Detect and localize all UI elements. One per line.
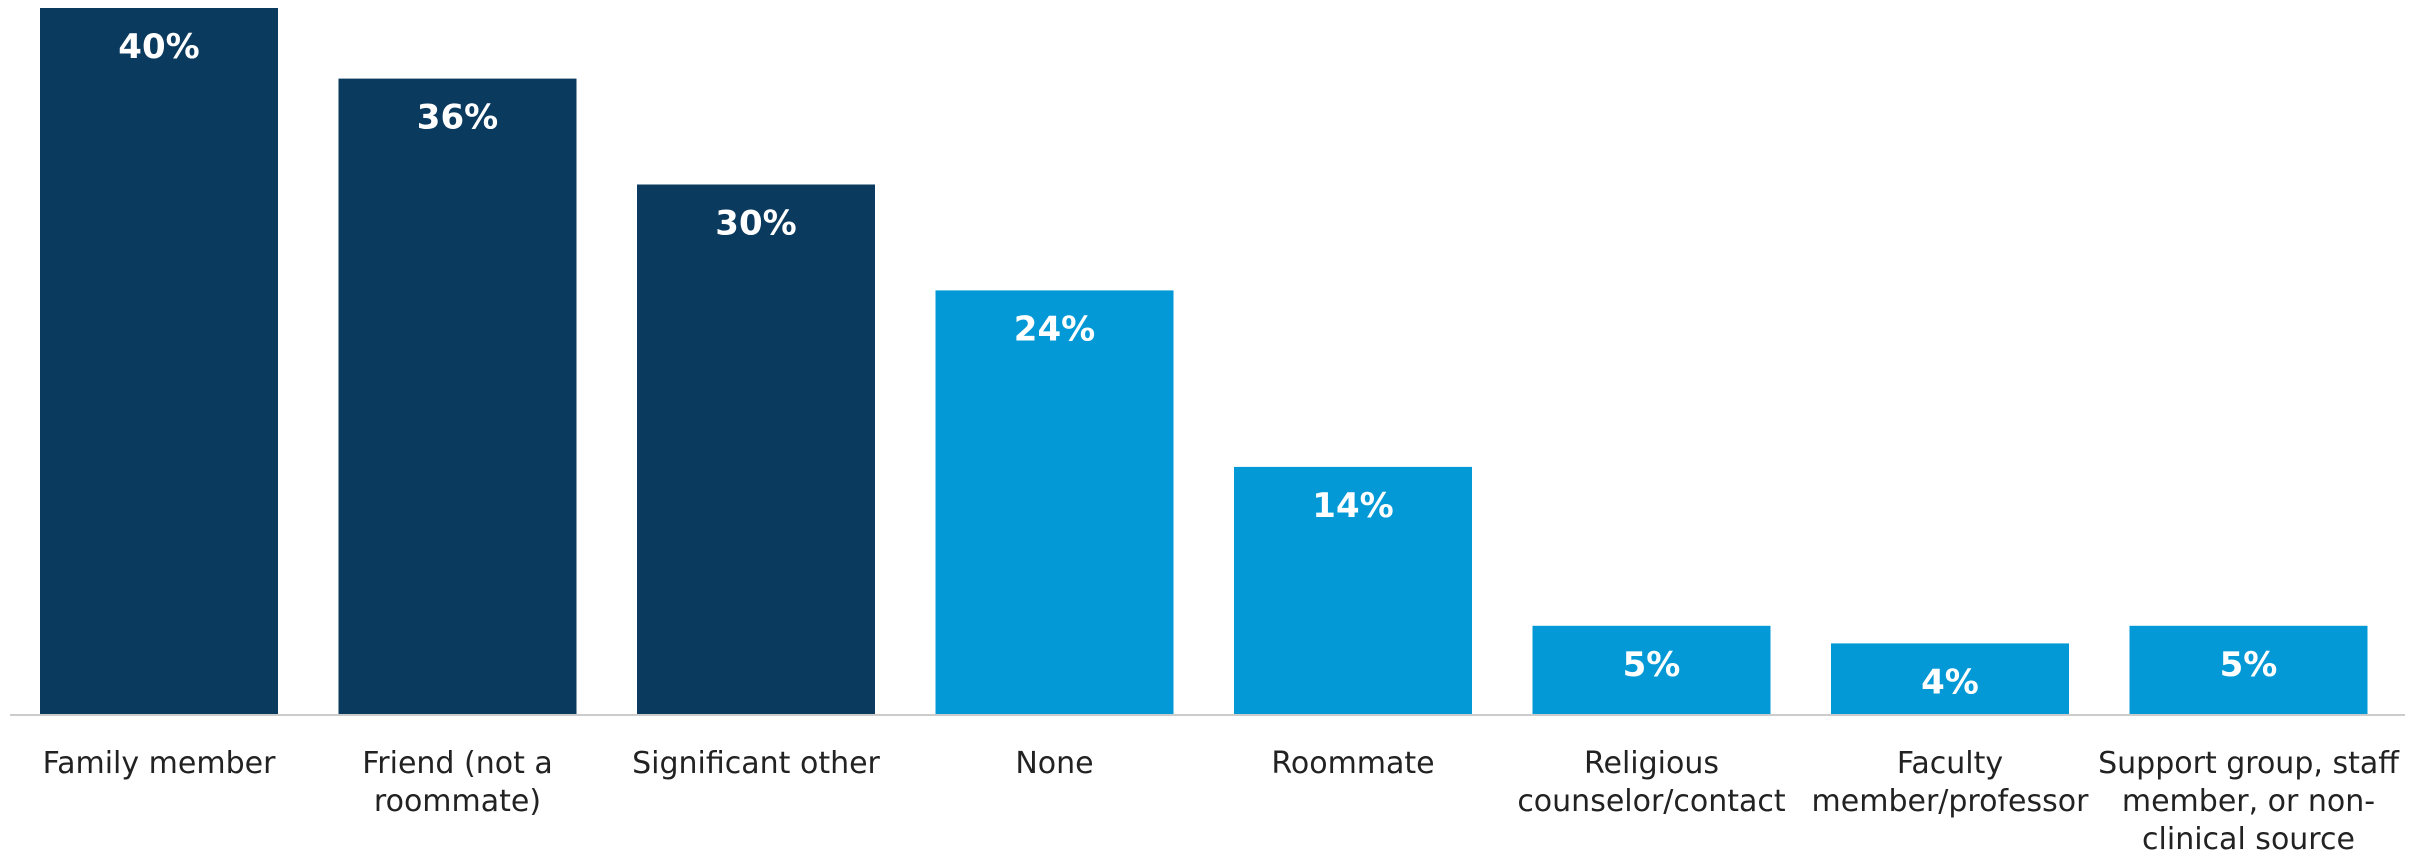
category-label: Roommate: [1271, 746, 1434, 781]
bar-value-label: 36%: [417, 98, 498, 138]
category-label-line: Support group, staff: [2098, 746, 2400, 781]
bar: [935, 290, 1174, 714]
bar: [1532, 625, 1771, 715]
category-label-line: clinical source: [2142, 822, 2355, 857]
category-label-line: counselor/contact: [1517, 784, 1786, 819]
bar-value-label: 14%: [1312, 486, 1393, 526]
category-label-line: Significant other: [632, 746, 880, 781]
bar-value-label: 30%: [715, 204, 796, 244]
bars-layer: 40% 36% 30% 24% 14% 5% 4% 5%: [40, 8, 2368, 715]
category-label: Support group, staff member, or non-clini…: [2098, 746, 2400, 857]
bar: [2129, 625, 2368, 715]
bar: [40, 8, 278, 714]
category-label-line: None: [1015, 746, 1093, 781]
category-label-line: member, or non-: [2122, 784, 2375, 819]
bar-value-label: 40%: [118, 27, 199, 67]
bar: [1234, 466, 1472, 714]
bar-value-label: 5%: [2220, 645, 2278, 685]
bar: [637, 184, 875, 714]
bar-value-label: 4%: [1921, 662, 1979, 702]
category-label: None: [1015, 746, 1093, 781]
category-label: Friend (not a roommate): [362, 746, 553, 819]
bar-value-label: 24%: [1014, 309, 1095, 349]
category-label-line: Roommate: [1271, 746, 1434, 781]
category-label-line: member/professor: [1812, 784, 2090, 819]
bar: [338, 78, 577, 715]
category-label-line: Religious: [1584, 746, 1719, 781]
category-label-line: Friend (not a: [362, 746, 553, 781]
bar: [1831, 643, 2069, 714]
category-label-line: roommate): [374, 784, 541, 819]
category-labels-layer: Family member Friend (not a roommate) Signi…: [43, 746, 2401, 857]
category-label: Religious counselor/contact: [1517, 746, 1786, 819]
category-label-line: Faculty: [1897, 746, 2003, 781]
category-label: Significant other: [632, 746, 880, 781]
bar-value-label: 5%: [1623, 645, 1681, 685]
category-label-line: Family member: [43, 746, 276, 781]
category-label: Faculty member/professor: [1812, 746, 2090, 819]
category-label: Family member: [43, 746, 276, 781]
